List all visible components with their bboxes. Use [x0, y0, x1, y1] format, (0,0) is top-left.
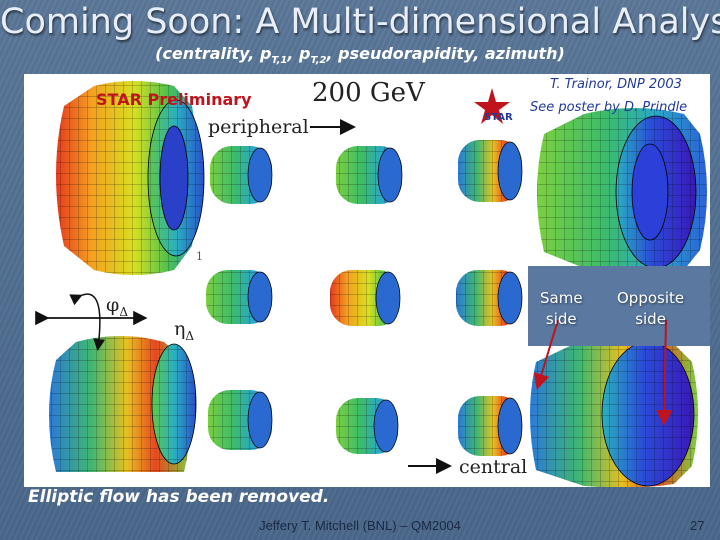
subtitle-sub1: T,1 [271, 55, 288, 67]
eta-symbol: η [174, 318, 186, 340]
opposite-side-label: Opposite side [617, 288, 684, 330]
torus-right-top [537, 108, 707, 276]
torus-central-large [49, 336, 197, 472]
same-side-line-1: Same [540, 289, 583, 307]
torus-small-2 [336, 146, 403, 204]
arrow-same-side [533, 319, 559, 390]
eta-delta-label: ηΔ [174, 318, 194, 343]
torus-small-6 [456, 270, 523, 326]
axis-indicator [35, 293, 148, 351]
torus-peripheral-large [56, 81, 205, 275]
torus-small-7 [208, 390, 273, 450]
torus-right-bottom [530, 338, 698, 487]
phi-sub: Δ [119, 304, 128, 319]
annotation-panel [528, 266, 710, 346]
central-label: central [459, 456, 528, 478]
same-side-label: Same side [540, 288, 583, 330]
poster-label: See poster by D. Prindle [530, 100, 688, 115]
page-number: 27 [690, 518, 705, 533]
arrow-opposite-side [656, 319, 673, 426]
peripheral-label: peripheral [208, 116, 309, 138]
torus-small-5 [330, 270, 401, 326]
footer-author: Jeffery T. Mitchell (BNL) – QM2004 [259, 518, 461, 533]
energy-label: 200 GeV [312, 78, 425, 108]
eta-sub: Δ [185, 328, 195, 343]
star-preliminary-label: STAR Preliminary [96, 90, 252, 109]
torus-small-4 [206, 270, 273, 324]
star-logo: STAR [474, 88, 513, 124]
subtitle-sub2: T,2 [310, 55, 327, 67]
torus-small-9 [458, 396, 523, 456]
opposite-side-line-1: Opposite [617, 289, 685, 307]
scale-mark: 1 [196, 250, 203, 263]
subtitle-part: (centrality, p [155, 44, 272, 63]
credit-label: T. Trainor, DNP 2003 [550, 77, 682, 92]
figure-graphics: STAR [35, 81, 710, 487]
same-side-line-2: side [545, 310, 577, 328]
torus-small-3 [458, 140, 523, 202]
phi-delta-label: φΔ [106, 294, 128, 319]
phi-symbol: φ [106, 294, 120, 316]
torus-small-8 [336, 398, 399, 454]
star-logo-text: STAR [484, 112, 513, 123]
slide-title: Coming Soon: A Multi-dimensional Analysi… [0, 2, 720, 42]
subtitle-part: , p [287, 44, 311, 63]
elliptic-flow-note: Elliptic flow has been removed. [28, 487, 330, 507]
torus-small-1 [210, 146, 273, 204]
opposite-side-line-2: side [635, 310, 666, 328]
analysis-figure: STAR STAR Preliminary 200 GeV peripheral… [24, 74, 710, 487]
slide-subtitle: (centrality, pT,1, pT,2, pseudorapidity,… [0, 44, 720, 66]
subtitle-part: , pseudorapidity, azimuth) [326, 44, 565, 63]
